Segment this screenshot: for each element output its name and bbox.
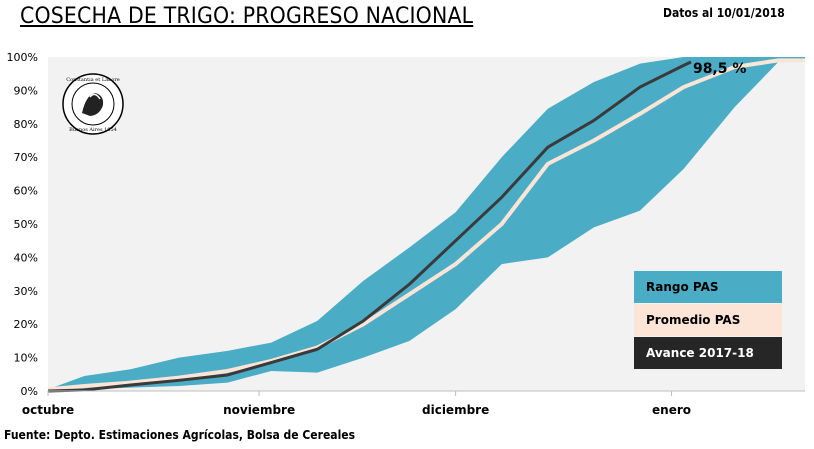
y-tick-label: 50% bbox=[14, 218, 38, 231]
y-tick-label: 100% bbox=[7, 51, 38, 64]
y-tick-label: 20% bbox=[14, 318, 38, 331]
chart-title: COSECHA DE TRIGO: PROGRESO NACIONAL bbox=[20, 4, 474, 29]
y-axis-ticks: 0% 10% 20% 30% 40% 50% 60% 70% 80% 90% 100% bbox=[7, 51, 38, 398]
data-date-label: Datos al 10/01/2018 bbox=[663, 6, 785, 20]
logo-text-top: Constantia et Labore bbox=[66, 77, 119, 83]
y-tick-label: 80% bbox=[14, 118, 38, 131]
annotation-group: 98,5 % bbox=[693, 61, 746, 77]
lines-group bbox=[47, 58, 805, 393]
y-tick-label: 70% bbox=[14, 151, 38, 164]
legend-label: Avance 2017-18 bbox=[646, 346, 754, 360]
bolsa-de-cereales-seal-icon: Constantia et Labore Buenos Aires 1854 bbox=[62, 73, 124, 135]
legend-label: Promedio PAS bbox=[646, 313, 741, 327]
current-season-line bbox=[47, 60, 692, 393]
range-band-area bbox=[48, 57, 805, 390]
x-tick-label: noviembre bbox=[223, 403, 295, 417]
y-tick-label: 10% bbox=[14, 352, 38, 365]
y-tick-label: 30% bbox=[14, 285, 38, 298]
x-tick-label: octubre bbox=[22, 403, 74, 417]
legend-item-rango-pas: Rango PAS bbox=[634, 271, 782, 303]
legend-label: Rango PAS bbox=[646, 280, 719, 294]
x-axis-ticks: octubre noviembre diciembre enero bbox=[22, 391, 691, 417]
legend-item-promedio-pas: Promedio PAS bbox=[634, 304, 782, 336]
y-tick-label: 0% bbox=[21, 385, 38, 398]
y-tick-label: 40% bbox=[14, 251, 38, 264]
x-tick-label: enero bbox=[652, 403, 691, 417]
source-note: Fuente: Depto. Estimaciones Agrícolas, B… bbox=[4, 428, 356, 442]
logo-text-bottom: Buenos Aires 1854 bbox=[69, 127, 117, 133]
average-line bbox=[47, 58, 805, 392]
range-band-group bbox=[48, 57, 805, 390]
y-tick-label: 60% bbox=[14, 185, 38, 198]
x-tick-label: diciembre bbox=[422, 403, 489, 417]
legend-item-avance: Avance 2017-18 bbox=[634, 337, 782, 369]
current-value-label: 98,5 % bbox=[693, 61, 746, 77]
y-tick-label: 90% bbox=[14, 84, 38, 97]
